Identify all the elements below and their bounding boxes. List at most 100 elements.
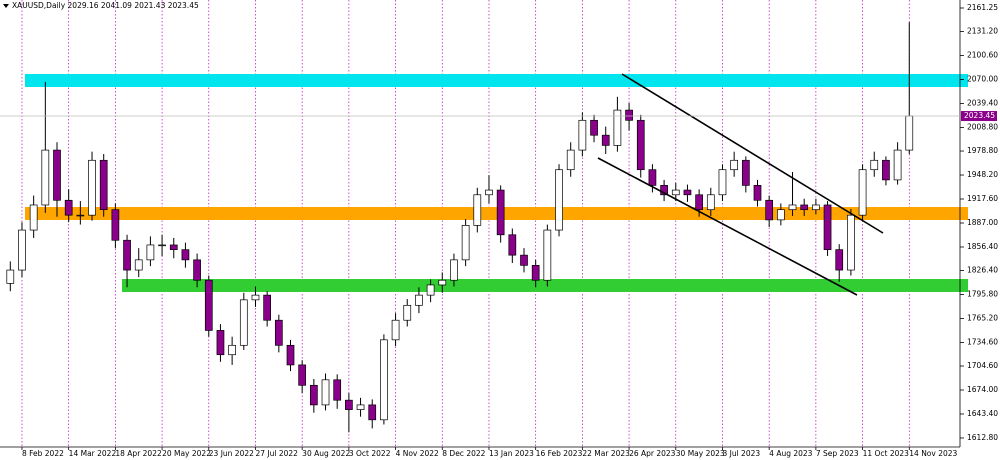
candle-body [812,204,820,211]
y-tick-label: 2131.20 [967,27,998,36]
candle-body [543,229,552,281]
y-tick-label: 2039.40 [967,99,998,108]
x-tick-label: 22 Mar 2023 [582,449,630,458]
candle-body [368,404,377,421]
y-tick-label: 1795.80 [967,290,998,299]
candle-body [391,319,400,341]
chart-title: XAUUSD,Daily 2029.16 2041.09 2021.43 202… [12,1,199,10]
candle-body [415,294,423,306]
candle-body [88,159,96,216]
candle-body [333,379,342,401]
candle-body [321,379,330,406]
candle-body [41,149,50,206]
candle-body [496,189,505,236]
x-tick-label: 11 Oct 2023 [863,449,910,458]
candle-body [134,259,143,271]
y-tick-label: 1765.20 [967,314,998,323]
candle-body [169,244,178,251]
candle-body [555,169,563,231]
candle-body [438,279,447,286]
candle-body [613,109,622,146]
y-tick-label: 1734.60 [967,337,998,346]
candle-body [660,185,668,196]
x-tick-label: 4 Aug 2023 [769,449,812,458]
candle-body [893,149,902,181]
y-tick-label: 2008.80 [967,123,998,132]
candle-body [99,159,108,211]
candle-body [847,214,855,271]
x-tick-label: 23 Jun 2022 [209,449,254,458]
candle-body [882,159,890,181]
candle-body [531,264,540,281]
axes: 2161.25 2131.20 2100.60 2070.00 2039.40 2008.… [0,3,998,458]
candle-body [426,284,435,296]
current-price-box [961,111,997,122]
candle-body [204,279,213,331]
candle-body [590,119,598,136]
y-tick-label: 1643.40 [967,409,998,418]
candle-body [29,204,38,231]
candle-body [450,259,458,281]
candle-body [123,239,131,271]
y-tick-label: 1704.60 [967,361,998,370]
candle-body [718,169,727,196]
candle-body [228,344,236,356]
candle-body [695,194,703,211]
candle-body [870,159,879,171]
x-tick-label: 14 Mar 2022 [69,449,117,458]
x-tick-label: 27 Jul 2022 [255,449,298,458]
candle-body [578,119,587,151]
y-tick-label: 1612.80 [967,433,998,442]
candle-body [776,209,785,221]
candle-body [158,244,166,247]
candle-body [239,299,248,346]
x-tick-label: 3 Jul 2023 [722,449,760,458]
candle-body [64,199,73,216]
candle-body [835,249,844,271]
channel-line [621,73,884,234]
x-tick-label: 30 May 2023 [676,449,725,458]
x-tick-label: 4 Nov 2022 [396,449,439,458]
channel [597,73,884,296]
candle-body [6,269,15,284]
x-tick-label: 16 Feb 2023 [536,449,583,458]
candle-body [485,189,493,196]
candle-body [566,149,575,171]
x-tick-label: 8 Dec 2022 [442,449,485,458]
candle-body [625,109,633,121]
candle-body [753,185,762,201]
y-tick-label: 1887.00 [967,218,998,227]
candle-body [636,119,645,171]
candle-body [76,214,85,217]
candle-body [648,169,657,186]
candle-body [473,194,482,226]
candle-body [146,244,155,261]
candle-body [765,199,774,221]
y-tick-label: 1674.00 [967,385,998,394]
candle-body [403,304,412,321]
candle-body [508,234,517,256]
x-tick-label: 30 Aug 2022 [302,449,350,458]
candle-body [298,364,307,386]
candle-body [858,169,867,216]
candle-body [274,319,283,346]
candle-body [741,159,750,186]
y-tick-label: 1856.40 [967,242,998,251]
title-icon [3,4,9,8]
support-zone [122,279,968,292]
y-tick-label: 1826.40 [967,266,998,275]
x-tick-label: 8 Feb 2022 [22,449,64,458]
candle-body [263,294,271,321]
candle-body [18,229,26,271]
x-tick-label: 3 Oct 2022 [349,449,391,458]
candle-body [345,399,353,410]
x-tick-label: 13 Jan 2023 [489,449,534,458]
candle-body [53,149,61,201]
y-tick-label: 2070.00 [967,75,998,84]
candle-body [800,204,809,211]
candle-body [181,249,190,261]
candle-body [706,194,715,211]
candle-body [286,344,295,366]
y-tick-label: 2100.60 [967,51,998,60]
